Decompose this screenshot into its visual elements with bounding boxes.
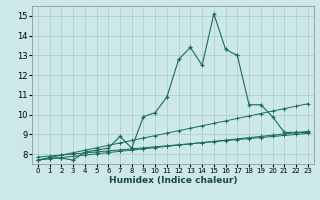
X-axis label: Humidex (Indice chaleur): Humidex (Indice chaleur) [108,176,237,185]
